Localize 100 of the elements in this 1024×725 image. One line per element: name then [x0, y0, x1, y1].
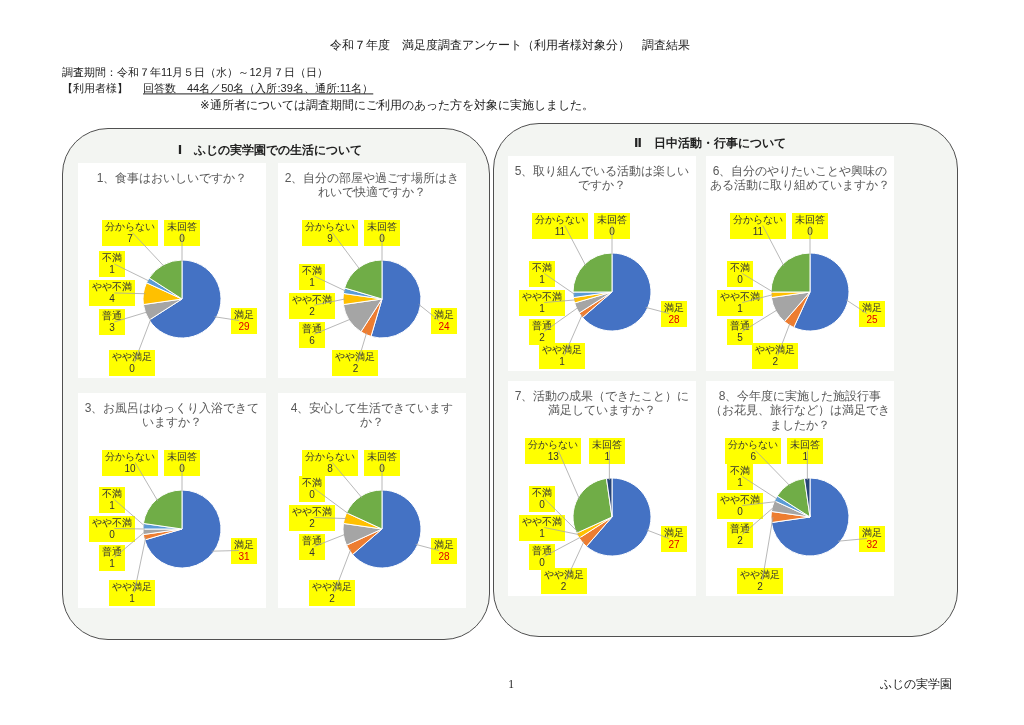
- text: 0: [737, 274, 743, 285]
- slice-label: 満足: [664, 302, 684, 313]
- slice-label: やや満足: [755, 344, 796, 355]
- category-label: やや不満: [720, 494, 760, 505]
- data-label: 1: [539, 528, 545, 539]
- slice-label: 満足: [664, 527, 684, 538]
- text: 0: [539, 499, 545, 510]
- data-label: 3: [109, 322, 115, 334]
- text: 調査期間：令和７年11月５日（水）～12月７日（日）: [62, 66, 328, 80]
- slice-label: やや満足: [542, 344, 582, 355]
- text: ※通所者については調査期間にご利用のあった方を対象に実施しました。: [200, 99, 594, 113]
- data-label: 13: [547, 451, 559, 462]
- category-label: 不満: [302, 477, 322, 488]
- slice-label: 未回答: [592, 439, 623, 450]
- slice-label: 普通: [302, 322, 322, 334]
- slice-label: 満足: [862, 302, 882, 313]
- slice-label: 普通: [102, 546, 122, 557]
- data-label: 1: [539, 274, 545, 285]
- slice-label: 分からない: [733, 214, 783, 225]
- text: 0: [379, 233, 385, 244]
- slice-label: やや不満: [522, 291, 562, 302]
- category-label: 未回答: [597, 214, 627, 225]
- category-label: 未回答: [167, 221, 197, 232]
- category-label: 未回答: [367, 221, 397, 232]
- category-label: やや不満: [92, 517, 132, 528]
- text: 0: [309, 489, 315, 500]
- data-label: 2: [560, 581, 567, 592]
- data-label: 9: [327, 233, 333, 244]
- slice-label: 分からない: [105, 221, 155, 232]
- slice-label: 不満: [102, 488, 122, 499]
- data-label: 6: [750, 451, 756, 462]
- data-label: 27: [668, 539, 680, 550]
- slice-label: やや不満: [292, 293, 332, 305]
- slice-label: 不満: [102, 252, 122, 264]
- text: 0: [807, 226, 813, 237]
- slice-label: 不満: [730, 465, 750, 476]
- data-label: 2: [737, 535, 743, 546]
- category-label: 普通: [532, 545, 552, 556]
- data-label: 1: [737, 477, 743, 488]
- data-label: 1: [604, 451, 610, 462]
- data-label: 1: [109, 264, 115, 276]
- data-label: 28: [668, 314, 680, 325]
- text: 0: [737, 506, 743, 517]
- chart-title: 6、自分のやりたいことや興味のある活動に取り組めていますか？: [710, 164, 890, 193]
- slice-label: 普通: [532, 320, 552, 331]
- data-label: 2: [309, 305, 315, 317]
- text: 0: [179, 463, 185, 474]
- chart-title: 8、今年度に実施した施設行事（お花見、旅行など）は満足できましたか？: [710, 389, 890, 433]
- data-label: 2: [757, 581, 763, 592]
- slice-label: 不満: [302, 264, 322, 276]
- slice-label: やや不満: [292, 506, 332, 517]
- slice-label: やや満足: [112, 581, 152, 592]
- text: Ⅱ 日中活動・行事について: [634, 135, 786, 151]
- data-label: 31: [238, 551, 250, 562]
- data-label: 24: [438, 321, 450, 332]
- data-label: 4: [109, 293, 115, 305]
- chart-title: 4、安心して生活できていますか？: [289, 401, 455, 430]
- slice-label: やや満足: [335, 351, 376, 362]
- slice-label: 普通: [102, 310, 122, 322]
- pie-slice: [770, 477, 850, 557]
- data-label: 1: [802, 451, 808, 462]
- data-label: 1: [109, 558, 115, 569]
- text: 令和７年度 満足度調査アンケート（利用者様対象分） 調査結果: [330, 37, 690, 53]
- slice-label: やや満足: [740, 569, 780, 580]
- slice-label: 未回答: [790, 439, 821, 450]
- data-label: 5: [737, 332, 743, 343]
- data-label: 11: [554, 226, 566, 237]
- data-label: 10: [124, 463, 136, 474]
- data-label: 1: [129, 593, 135, 604]
- text: ふじの実学園: [880, 678, 952, 692]
- pie-slice: [144, 489, 222, 569]
- slice-label: 満足: [234, 539, 254, 550]
- text: 0: [609, 226, 615, 237]
- chart-title: 3、お風呂はゆっくり入浴できていますか？: [83, 401, 261, 430]
- category-label: 不満: [532, 487, 552, 498]
- data-label: 4: [309, 547, 315, 558]
- data-label: 2: [539, 332, 545, 343]
- text: Ⅰ ふじの実学園での生活について: [177, 142, 363, 158]
- slice-label: 普通: [730, 320, 750, 331]
- data-label: 2: [772, 356, 779, 367]
- slice-label: やや不満: [720, 291, 760, 302]
- slice-label: やや不満: [92, 281, 132, 293]
- data-label: 1: [309, 276, 315, 288]
- slice-label: やや満足: [543, 569, 584, 580]
- data-label: 6: [309, 334, 315, 346]
- text: 0: [539, 557, 545, 568]
- text: 0: [379, 463, 385, 474]
- data-label: 8: [327, 463, 333, 474]
- data-label: 2: [352, 363, 359, 374]
- slice-label: 分からない: [728, 439, 779, 450]
- text: 0: [179, 233, 185, 244]
- data-label: 1: [109, 500, 115, 511]
- slice-label: 分からない: [535, 214, 585, 225]
- data-label: 2: [329, 593, 335, 604]
- category-label: 不満: [730, 262, 750, 273]
- text: 回答数 44名／50名（入所:39名、通所:11名）: [143, 82, 374, 96]
- text: 0: [109, 529, 115, 540]
- data-label: 2: [309, 518, 315, 529]
- chart-title: 5、取り組んでいる活動は楽しいですか？: [513, 164, 691, 193]
- chart-title: 2、自分の部屋や過ごす場所はきれいで快適ですか？: [283, 171, 461, 200]
